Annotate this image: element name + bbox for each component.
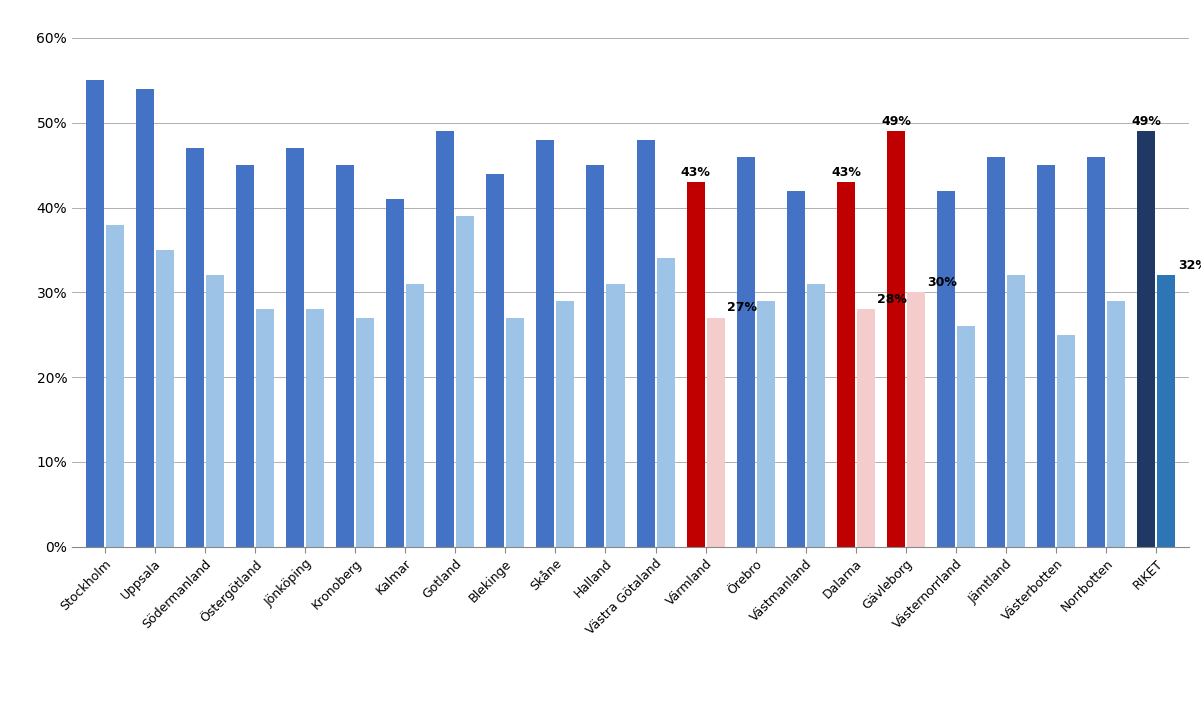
Bar: [235, 165, 253, 547]
Bar: [607, 284, 625, 547]
Text: 43%: 43%: [831, 165, 861, 179]
Bar: [937, 191, 955, 547]
Bar: [858, 309, 876, 547]
Bar: [256, 309, 274, 547]
Bar: [1087, 157, 1105, 547]
Bar: [386, 199, 404, 547]
Bar: [406, 284, 424, 547]
Bar: [537, 139, 555, 547]
Bar: [637, 139, 655, 547]
Bar: [687, 182, 705, 547]
Text: 32%: 32%: [1178, 259, 1201, 272]
Bar: [355, 318, 374, 547]
Bar: [757, 301, 775, 547]
Text: 49%: 49%: [882, 115, 910, 128]
Bar: [106, 224, 124, 547]
Text: 30%: 30%: [927, 276, 957, 289]
Bar: [957, 326, 975, 547]
Bar: [136, 89, 154, 547]
Text: 28%: 28%: [878, 293, 907, 306]
Bar: [1107, 301, 1125, 547]
Bar: [156, 250, 174, 547]
Bar: [657, 259, 675, 547]
Bar: [205, 275, 223, 547]
Bar: [507, 318, 525, 547]
Text: 43%: 43%: [681, 165, 711, 179]
Bar: [888, 131, 906, 547]
Bar: [807, 284, 825, 547]
Bar: [556, 301, 574, 547]
Bar: [787, 191, 805, 547]
Bar: [1158, 275, 1176, 547]
Bar: [286, 148, 304, 547]
Text: 49%: 49%: [1131, 115, 1161, 128]
Bar: [486, 174, 504, 547]
Bar: [1057, 335, 1075, 547]
Bar: [306, 309, 324, 547]
Bar: [336, 165, 354, 547]
Bar: [1008, 275, 1026, 547]
Text: 27%: 27%: [727, 301, 757, 315]
Bar: [186, 148, 204, 547]
Bar: [456, 216, 474, 547]
Bar: [987, 157, 1005, 547]
Bar: [706, 318, 724, 547]
Bar: [436, 131, 454, 547]
Bar: [85, 81, 103, 547]
Bar: [1137, 131, 1155, 547]
Bar: [837, 182, 855, 547]
Bar: [736, 157, 754, 547]
Bar: [907, 292, 925, 547]
Bar: [1038, 165, 1056, 547]
Bar: [586, 165, 604, 547]
